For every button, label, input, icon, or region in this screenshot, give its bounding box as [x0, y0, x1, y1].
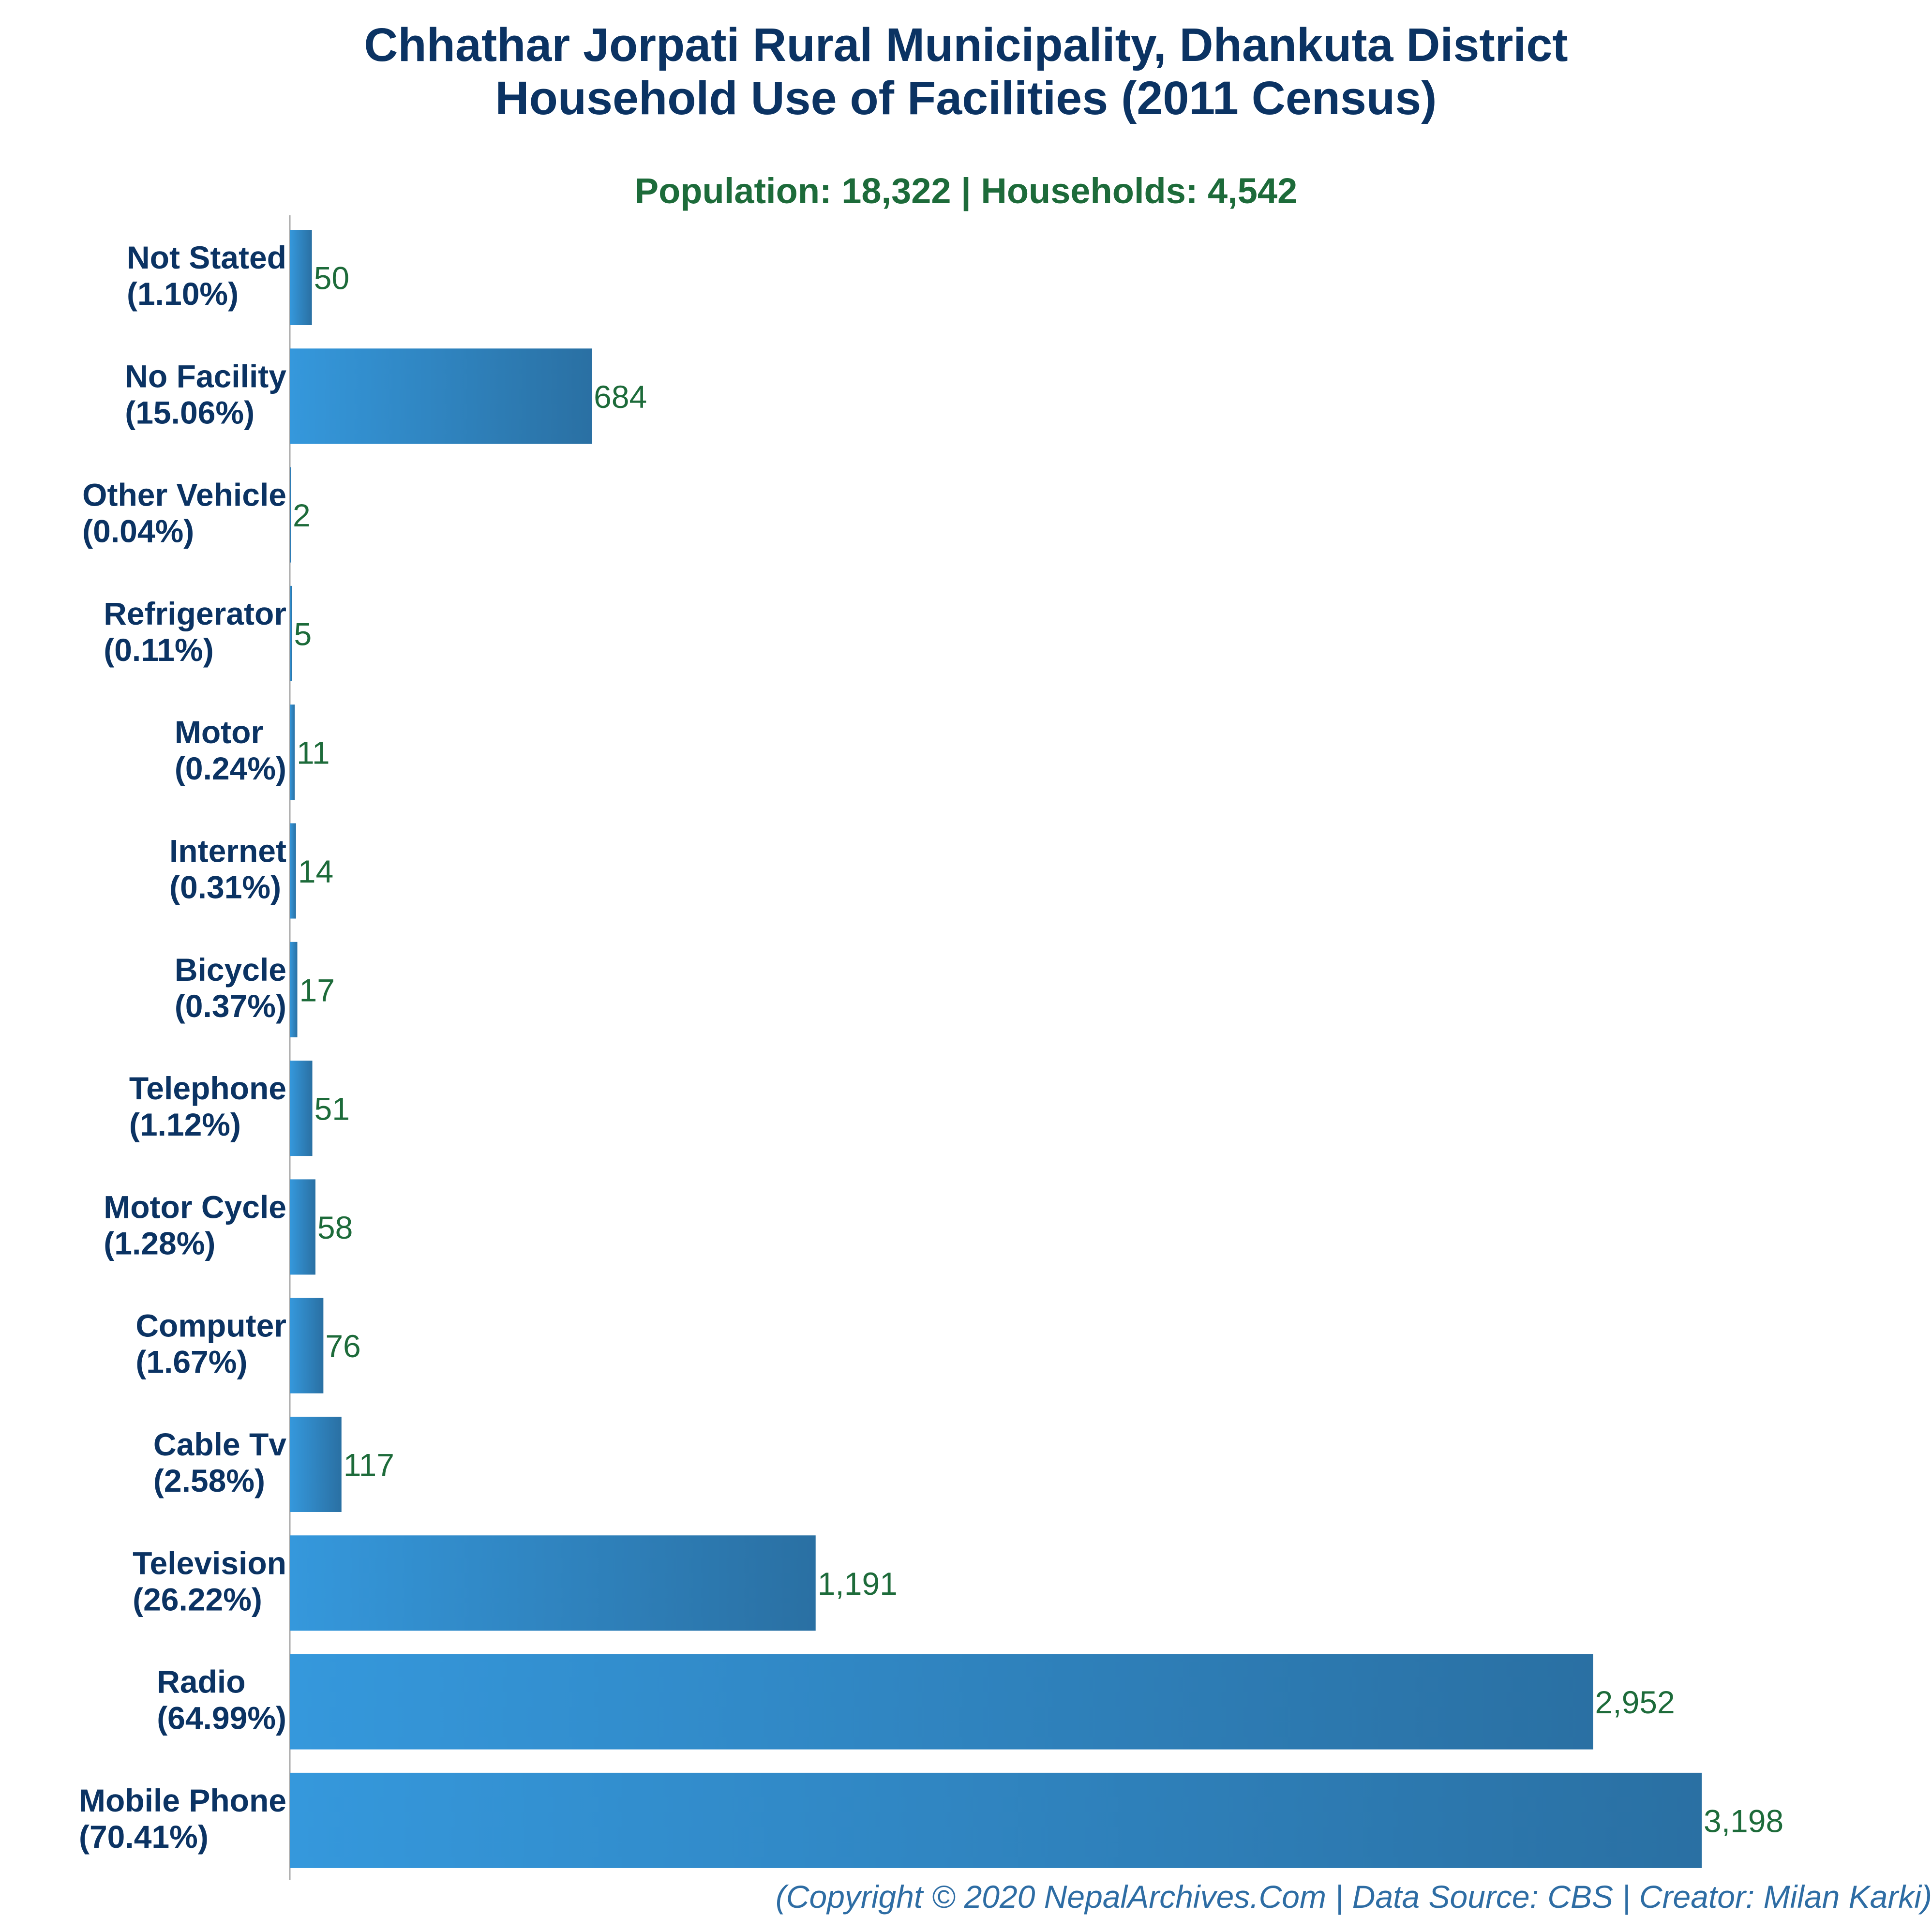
- category-label-cable-tv: Cable Tv (2.58%): [153, 1426, 286, 1498]
- value-label-not-stated: 50: [314, 260, 349, 296]
- bar-cable-tv: [290, 1417, 342, 1512]
- bar-not-stated: [290, 230, 312, 325]
- chart-title: Chhathar Jorpati Rural Municipality, Dha…: [0, 18, 1932, 125]
- category-label-not-stated: Not Stated (1.10%): [127, 240, 286, 312]
- value-label-other-vehicle: 2: [293, 497, 311, 533]
- bar-telephone: [290, 1061, 313, 1156]
- bar-internet: [290, 823, 296, 919]
- category-label-motor-cycle: Motor Cycle (1.28%): [104, 1189, 286, 1261]
- footer-credit: (Copyright © 2020 NepalArchives.Com | Da…: [775, 1879, 1932, 1915]
- bar-motor: [290, 704, 295, 800]
- value-label-cable-tv: 117: [344, 1447, 394, 1483]
- value-label-telephone: 51: [315, 1091, 350, 1127]
- bar-computer: [290, 1298, 324, 1393]
- value-label-mobile-phone: 3,198: [1704, 1803, 1783, 1839]
- bars-layer: [290, 230, 1702, 1868]
- chart-title-line-1: Chhathar Jorpati Rural Municipality, Dha…: [364, 18, 1568, 71]
- category-label-television: Television (26.22%): [133, 1545, 286, 1617]
- value-label-computer: 76: [325, 1328, 360, 1364]
- category-label-other-vehicle: Other Vehicle (0.04%): [82, 477, 286, 549]
- category-label-telephone: Telephone (1.12%): [129, 1070, 286, 1142]
- bar-no-facility: [290, 348, 592, 444]
- category-label-computer: Computer (1.67%): [135, 1308, 286, 1380]
- bar-motor-cycle: [290, 1179, 315, 1275]
- chart-title-line-2: Household Use of Facilities (2011 Census…: [495, 72, 1437, 124]
- value-label-refrigerator: 5: [294, 616, 312, 652]
- bar-refrigerator: [290, 585, 292, 681]
- value-label-television: 1,191: [818, 1566, 898, 1602]
- category-label-refrigerator: Refrigerator (0.11%): [104, 596, 286, 668]
- value-label-motor: 11: [297, 735, 330, 771]
- value-label-radio: 2,952: [1595, 1684, 1675, 1720]
- value-label-no-facility: 684: [594, 379, 647, 415]
- value-label-bicycle: 17: [300, 972, 335, 1008]
- category-labels: Not Stated (1.10%) No Facility (15.06%) Othe…: [79, 240, 286, 1855]
- bar-television: [290, 1535, 816, 1631]
- bar-mobile-phone: [290, 1772, 1702, 1868]
- category-label-no-facility: No Facility (15.06%): [125, 358, 286, 430]
- chart-subtitle: Population: 18,322 | Households: 4,542: [634, 171, 1298, 211]
- bar-bicycle: [290, 942, 298, 1037]
- value-labels: 50 684 2 5 11 14 17 51 58 76 117 1,191 2,952 3,198: [293, 260, 1783, 1839]
- category-label-radio: Radio (64.99%): [157, 1664, 286, 1736]
- value-label-internet: 14: [298, 854, 333, 889]
- bar-other-vehicle: [290, 467, 291, 563]
- category-label-internet: Internet (0.31%): [169, 833, 286, 905]
- category-label-motor: Motor (0.24%): [175, 714, 286, 786]
- category-label-bicycle: Bicycle (0.37%): [175, 952, 286, 1024]
- value-label-motor-cycle: 58: [317, 1210, 353, 1245]
- category-label-mobile-phone: Mobile Phone (70.41%): [79, 1782, 286, 1855]
- bar-radio: [290, 1654, 1593, 1750]
